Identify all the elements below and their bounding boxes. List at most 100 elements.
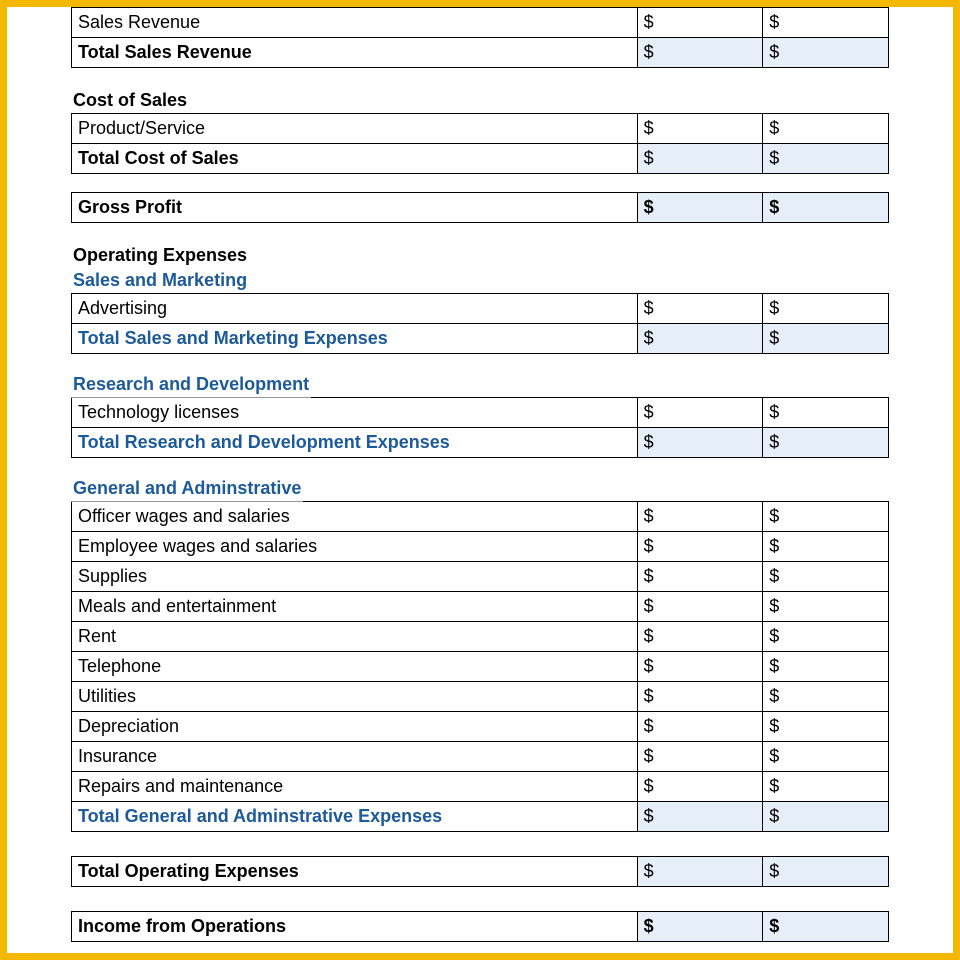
amount-cell: $ xyxy=(637,38,763,68)
table-row: Technology licenses $ $ xyxy=(72,398,889,428)
table-row: Sales Revenue $ $ xyxy=(72,8,889,38)
amount-cell: $ xyxy=(637,114,763,144)
row-label: Gross Profit xyxy=(72,193,638,223)
amount-cell: $ xyxy=(763,324,889,354)
table-row: Utilities $ $ xyxy=(72,682,889,712)
total-operating-expenses-table: Total Operating Expenses $ $ xyxy=(71,856,889,887)
amount-cell: $ xyxy=(763,532,889,562)
amount-cell: $ xyxy=(637,294,763,324)
amount-cell: $ xyxy=(637,652,763,682)
research-development-heading: Research and Development xyxy=(71,372,311,398)
amount-cell: $ xyxy=(763,712,889,742)
table-row: Advertising $ $ xyxy=(72,294,889,324)
row-label: Technology licenses xyxy=(72,398,638,428)
table-row: Rent $ $ xyxy=(72,622,889,652)
row-label: Employee wages and salaries xyxy=(72,532,638,562)
row-label: Rent xyxy=(72,622,638,652)
table-row: Depreciation $ $ xyxy=(72,712,889,742)
amount-cell: $ xyxy=(637,324,763,354)
amount-cell: $ xyxy=(763,428,889,458)
sales-marketing-heading: Sales and Marketing xyxy=(71,268,889,293)
amount-cell: $ xyxy=(637,592,763,622)
amount-cell: $ xyxy=(763,294,889,324)
row-label: Income from Operations xyxy=(72,912,638,942)
row-label: Insurance xyxy=(72,742,638,772)
total-row: Total Research and Development Expenses … xyxy=(72,428,889,458)
operating-expenses-heading: Operating Expenses xyxy=(71,241,889,268)
table-row: Supplies $ $ xyxy=(72,562,889,592)
amount-cell: $ xyxy=(637,502,763,532)
income-statement: Sales Revenue $ $ Total Sales Revenue $ … xyxy=(71,7,889,942)
row-label: Total Cost of Sales xyxy=(72,144,638,174)
row-label: Total Operating Expenses xyxy=(72,857,638,887)
total-row: Total Sales and Marketing Expenses $ $ xyxy=(72,324,889,354)
row-label: Depreciation xyxy=(72,712,638,742)
sales-marketing-table: Advertising $ $ Total Sales and Marketin… xyxy=(71,293,889,354)
amount-cell: $ xyxy=(763,592,889,622)
cost-of-sales-table: Product/Service $ $ Total Cost of Sales … xyxy=(71,113,889,174)
general-admin-heading: General and Adminstrative xyxy=(71,476,303,502)
amount-cell: $ xyxy=(637,532,763,562)
gross-profit-row: Gross Profit $ $ xyxy=(72,193,889,223)
amount-cell: $ xyxy=(637,144,763,174)
table-row: Repairs and maintenance $ $ xyxy=(72,772,889,802)
amount-cell: $ xyxy=(763,802,889,832)
row-label: Total General and Adminstrative Expenses xyxy=(72,802,638,832)
amount-cell: $ xyxy=(637,742,763,772)
amount-cell: $ xyxy=(763,114,889,144)
row-label: Sales Revenue xyxy=(72,8,638,38)
row-label: Repairs and maintenance xyxy=(72,772,638,802)
gross-profit-table: Gross Profit $ $ xyxy=(71,192,889,223)
amount-cell: $ xyxy=(763,772,889,802)
table-row: Telephone $ $ xyxy=(72,652,889,682)
amount-cell: $ xyxy=(637,622,763,652)
table-row: Meals and entertainment $ $ xyxy=(72,592,889,622)
row-label: Advertising xyxy=(72,294,638,324)
row-label: Meals and entertainment xyxy=(72,592,638,622)
amount-cell: $ xyxy=(637,772,763,802)
sales-revenue-table: Sales Revenue $ $ Total Sales Revenue $ … xyxy=(71,7,889,68)
amount-cell: $ xyxy=(763,912,889,942)
row-label: Total Sales Revenue xyxy=(72,38,638,68)
amount-cell: $ xyxy=(763,502,889,532)
amount-cell: $ xyxy=(763,562,889,592)
row-label: Total Sales and Marketing Expenses xyxy=(72,324,638,354)
amount-cell: $ xyxy=(637,857,763,887)
row-label: Telephone xyxy=(72,652,638,682)
row-label: Total Research and Development Expenses xyxy=(72,428,638,458)
amount-cell: $ xyxy=(763,742,889,772)
total-row: Total General and Adminstrative Expenses… xyxy=(72,802,889,832)
total-row: Total Cost of Sales $ $ xyxy=(72,144,889,174)
amount-cell: $ xyxy=(637,712,763,742)
amount-cell: $ xyxy=(763,398,889,428)
table-row: Officer wages and salaries $ $ xyxy=(72,502,889,532)
amount-cell: $ xyxy=(763,857,889,887)
amount-cell: $ xyxy=(763,652,889,682)
amount-cell: $ xyxy=(763,682,889,712)
table-row: Product/Service $ $ xyxy=(72,114,889,144)
row-label: Officer wages and salaries xyxy=(72,502,638,532)
amount-cell: $ xyxy=(637,8,763,38)
table-row: Insurance $ $ xyxy=(72,742,889,772)
amount-cell: $ xyxy=(763,8,889,38)
table-row: Employee wages and salaries $ $ xyxy=(72,532,889,562)
row-label: Supplies xyxy=(72,562,638,592)
amount-cell: $ xyxy=(763,622,889,652)
page-frame: Sales Revenue $ $ Total Sales Revenue $ … xyxy=(0,0,960,960)
amount-cell: $ xyxy=(637,802,763,832)
amount-cell: $ xyxy=(763,38,889,68)
income-from-operations-row: Income from Operations $ $ xyxy=(72,912,889,942)
research-development-table: Technology licenses $ $ Total Research a… xyxy=(71,397,889,458)
row-label: Utilities xyxy=(72,682,638,712)
amount-cell: $ xyxy=(637,193,763,223)
amount-cell: $ xyxy=(637,398,763,428)
amount-cell: $ xyxy=(637,562,763,592)
amount-cell: $ xyxy=(763,144,889,174)
amount-cell: $ xyxy=(637,682,763,712)
cost-of-sales-heading: Cost of Sales xyxy=(71,86,889,113)
general-admin-table: Officer wages and salaries $ $ Employee … xyxy=(71,501,889,832)
row-label: Product/Service xyxy=(72,114,638,144)
amount-cell: $ xyxy=(637,428,763,458)
total-operating-expenses-row: Total Operating Expenses $ $ xyxy=(72,857,889,887)
total-row: Total Sales Revenue $ $ xyxy=(72,38,889,68)
